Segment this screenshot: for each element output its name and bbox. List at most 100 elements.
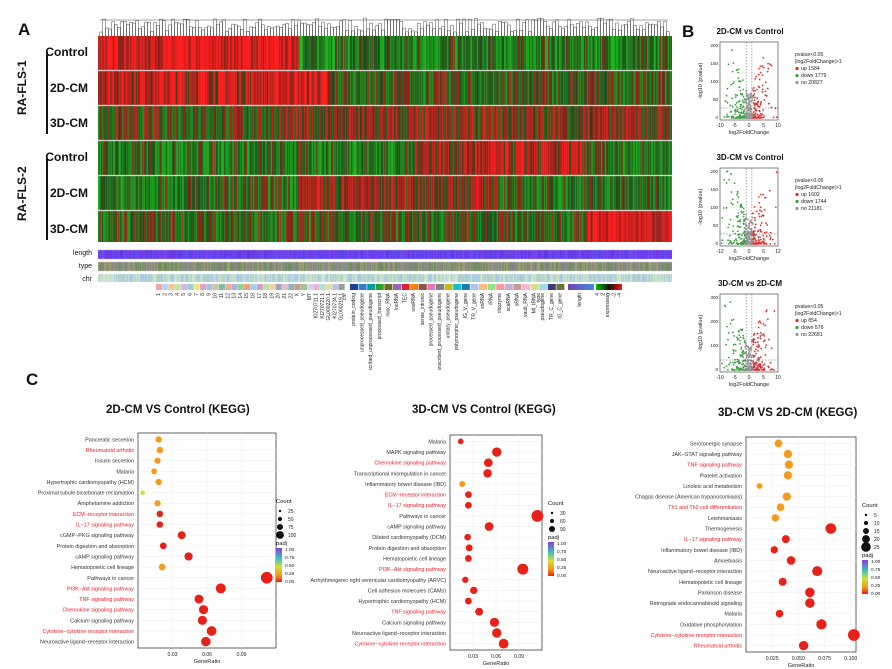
type-swatch <box>367 284 376 290</box>
row-label-3dcm-1: 3D-CM <box>50 116 88 130</box>
volcano-point <box>727 115 730 118</box>
volcano-point <box>725 206 728 209</box>
volcano-point <box>762 364 765 367</box>
volcano-point <box>761 74 764 76</box>
legend-title-chr: chr <box>342 293 348 300</box>
dendrogram-branches <box>99 17 670 38</box>
volcano-point <box>766 87 769 90</box>
dotplot-term-label: Hematopoietic cell lineage <box>679 580 742 586</box>
volcano-point <box>750 229 753 232</box>
volcano-point <box>748 355 751 358</box>
dotplot-term-label: Calcium signaling pathway <box>70 618 134 624</box>
type-legend-label: processed_transcript <box>377 292 383 339</box>
volcano-point <box>764 354 767 356</box>
volcano-xtick: -5 <box>732 375 737 381</box>
chr-swatch <box>313 284 320 290</box>
volcano-point <box>748 101 751 104</box>
volcano-point <box>736 117 739 119</box>
volcano-point <box>723 115 726 118</box>
volcano-legend-dot <box>795 66 799 71</box>
volcano-legend-text: |log2FoldChange|>1 <box>795 185 842 191</box>
volcano-point <box>739 237 742 240</box>
volcano-title: 2D-CM vs Control <box>716 27 783 36</box>
volcano-point <box>739 225 742 228</box>
volcano-point <box>730 319 733 322</box>
volcano-point <box>742 232 745 235</box>
dotplot-point <box>492 628 502 638</box>
volcano-point <box>754 239 757 241</box>
dotplot-point <box>464 597 472 605</box>
volcano-point <box>765 235 768 237</box>
volcano-xtick: -5 <box>732 123 737 129</box>
volcano-point <box>762 333 765 335</box>
chr-legend-label: 2 <box>162 293 168 296</box>
dotplot-term-label: Neuroactive ligand−receptor interaction <box>648 569 742 575</box>
volcano-point <box>763 208 766 211</box>
volcano-point <box>762 234 765 237</box>
volcano-legend-dot <box>795 318 799 323</box>
chr-legend-label: MT <box>307 293 313 300</box>
volcano-point <box>732 352 735 355</box>
volcano-point <box>752 94 755 97</box>
type-swatch <box>427 284 436 290</box>
padj-legend-title: padj <box>276 541 287 547</box>
chr-legend-label: 19 <box>269 293 275 299</box>
volcano-xlabel: log2FoldChange <box>729 256 769 262</box>
dotplot-term-label: cAMP signaling pathway <box>75 554 134 560</box>
volcano-point <box>764 339 766 342</box>
volcano-point <box>738 115 741 118</box>
volcano-point <box>768 234 771 237</box>
chr-swatch <box>263 284 270 290</box>
volcano-point <box>736 193 738 196</box>
dotplot-term-label: Amphetamine addiction <box>78 501 134 507</box>
dotplot-term-label: Neuroactive ligand−receptor interaction <box>40 640 134 646</box>
dotplot-xtick: 0.050 <box>792 656 805 662</box>
volcano-point <box>739 89 742 92</box>
volcano-point <box>759 71 762 74</box>
dotplot-term-label: Chemokine signaling pathway <box>62 608 134 614</box>
volcano-point <box>756 113 759 116</box>
dotplot-point <box>783 449 793 459</box>
volcano-legend-text: down 576 <box>801 325 824 331</box>
type-legend-label: IG_C_gene <box>557 293 563 319</box>
volcano-point <box>754 241 757 244</box>
volcano-point <box>748 353 751 356</box>
volcano-point <box>739 242 742 245</box>
volcano-point <box>763 243 766 245</box>
type-swatch <box>470 284 479 290</box>
volcano-point <box>760 231 763 233</box>
dotplot-point <box>783 471 793 480</box>
volcano-ylabel: -log10 (pvalue) <box>698 188 704 225</box>
dotplot-point <box>464 491 472 499</box>
volcano-point <box>770 64 773 67</box>
volcano-point <box>732 318 735 321</box>
count-legend-label: 90 <box>560 527 566 533</box>
dotplot-point <box>492 447 502 457</box>
volcano-legend-text: pvalue<0.05 <box>795 52 824 58</box>
volcano-point <box>742 362 745 365</box>
volcano-point <box>749 219 752 222</box>
chr-swatch <box>219 284 225 290</box>
volcano-point <box>755 352 757 355</box>
dotplot-point <box>464 555 472 562</box>
type-swatch <box>418 284 427 290</box>
dotplot-point <box>159 542 167 550</box>
count-legend-dot <box>549 526 555 532</box>
volcano-point <box>720 242 723 245</box>
kegg-dotplot-2: 0.03 0.06 0.09 Malaria MAPK signaling pathwa… <box>310 434 567 667</box>
chr-swatch <box>326 284 333 290</box>
volcano-point <box>757 326 760 329</box>
type-legend-label: sRNA <box>514 292 520 306</box>
volcano-point <box>732 331 734 334</box>
volcano-xtick: 5 <box>762 123 765 129</box>
count-legend-label: 75 <box>288 525 294 531</box>
dotplot-xtick: 0.06 <box>202 652 212 658</box>
volcano-point <box>767 67 770 70</box>
kegg-title-3: 3D-CM VS 2D-CM (KEGG) <box>718 407 858 419</box>
volcano-point <box>743 238 745 240</box>
count-legend-title: Count <box>862 503 878 509</box>
volcano-point <box>748 351 751 354</box>
dotplot-term-label: Malaria <box>116 469 134 475</box>
dotplot-term-label: IL−17 signaling pathway <box>684 537 742 543</box>
volcano-point <box>736 105 738 108</box>
